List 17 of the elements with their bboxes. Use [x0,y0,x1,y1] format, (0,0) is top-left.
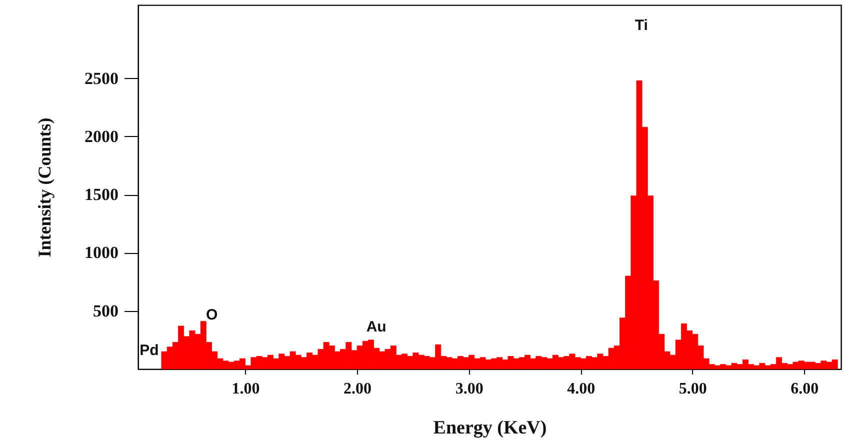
x-tick-label: 5.00 [678,380,707,398]
y-tick-label: 1000 [84,243,118,262]
x-axis-title: Energy (KeV) [433,418,547,438]
y-tick-label: 500 [93,301,118,320]
annotation: Au [366,318,386,336]
y-tick-label: 1500 [84,185,118,204]
y-tick-label: 2000 [84,126,118,146]
annotation: Pd [140,342,159,360]
x-tick-label: 3.00 [455,380,484,398]
x-tick-label: 4.00 [567,380,596,398]
annotation: Ti [634,17,648,34]
x-tick-label: 1.00 [232,380,260,398]
annotation: O [206,306,218,324]
y-axis-title: Intensity (Counts) [34,118,54,258]
x-tick-label: 2.00 [344,380,372,398]
x-tick-label: 6.00 [790,380,819,398]
y-tick-label: 2500 [84,68,118,88]
